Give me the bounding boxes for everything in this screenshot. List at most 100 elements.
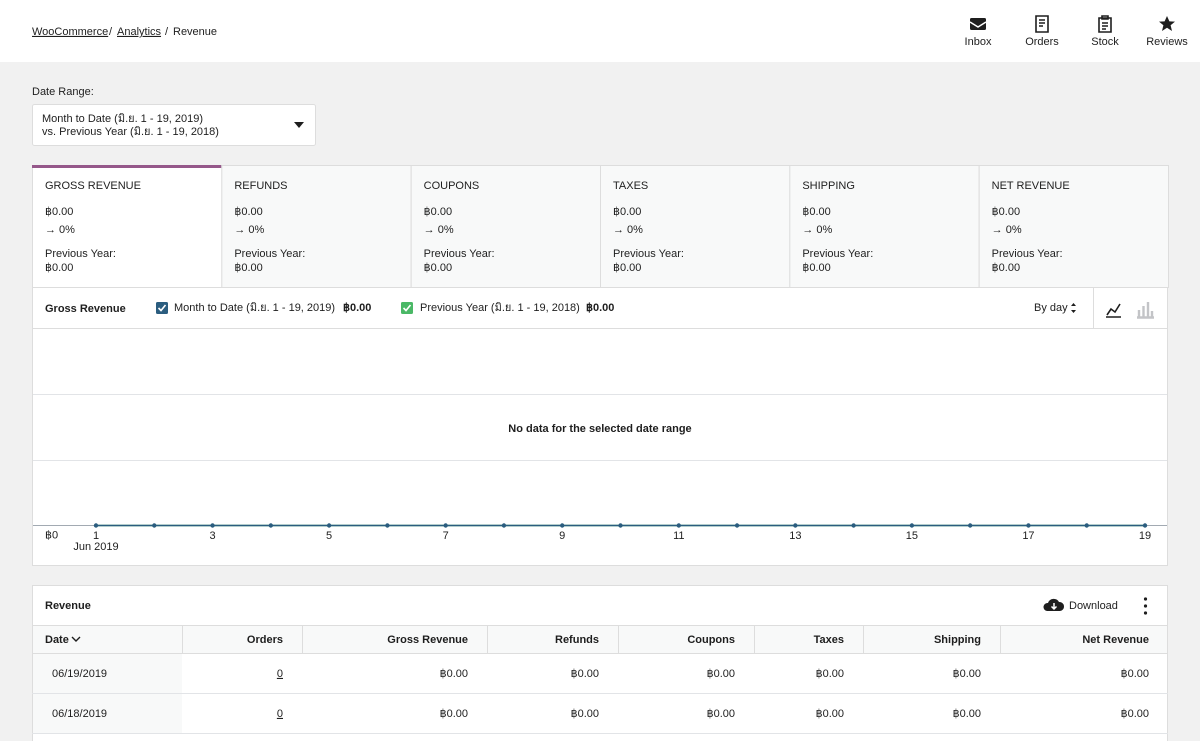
interval-select[interactable]: By day	[1034, 302, 1068, 314]
summary-delta: → 0%	[424, 224, 454, 236]
series-point	[851, 523, 856, 528]
sort-chevron	[71, 636, 81, 642]
summary-cell[interactable]	[221, 165, 412, 288]
column-header[interactable]: Refunds	[555, 634, 599, 646]
series-point	[210, 523, 215, 528]
download-arrow	[1050, 603, 1058, 611]
column-header[interactable]: Taxes	[814, 634, 844, 646]
header-action-label[interactable]: Orders	[1025, 36, 1059, 48]
x-tick-label: 9	[559, 530, 565, 542]
date-cell: 06/19/2019	[52, 668, 107, 680]
amount-cell: ฿0.00	[1121, 668, 1149, 680]
date-range-select[interactable]	[32, 104, 316, 146]
amount-cell: ฿0.00	[571, 708, 599, 720]
icon	[1098, 15, 1112, 33]
summary-previous-value: ฿0.00	[613, 262, 641, 274]
series-point	[734, 523, 740, 528]
summary-previous-label: Previous Year:	[992, 248, 1063, 260]
breadcrumb-item[interactable]: WooCommerce	[32, 26, 108, 38]
interval-arrows	[1071, 303, 1076, 313]
table-panel	[32, 585, 1168, 741]
summary-value: ฿0.00	[234, 206, 262, 218]
dropdown-arrow	[294, 122, 304, 128]
x-tick-label: 11	[673, 530, 684, 542]
checkmark	[157, 304, 167, 312]
column-header[interactable]: Coupons	[687, 634, 735, 646]
date-range-primary: Month to Date (มิ.ย. 1 - 19, 2019)	[42, 113, 203, 125]
series-point	[560, 523, 565, 528]
orders-link[interactable]: 0	[277, 708, 283, 720]
x-sublabel: Jun 2019	[73, 541, 118, 553]
header-action-label[interactable]: Stock	[1091, 36, 1119, 48]
x-tick-label: 13	[789, 530, 801, 542]
summary-delta: → 0%	[45, 224, 75, 236]
series-point	[93, 523, 99, 528]
column-header[interactable]: Date	[45, 634, 69, 646]
summary-value: ฿0.00	[424, 206, 452, 218]
summary-title: REFUNDS	[234, 180, 287, 192]
series-point	[501, 523, 507, 528]
series-point	[1142, 523, 1148, 528]
series-point	[967, 523, 973, 528]
summary-title: NET REVENUE	[992, 180, 1070, 192]
legend-label[interactable]: Previous Year (มิ.ย. 1 - 19, 2018)	[420, 302, 580, 314]
x-tick-label: 1	[93, 530, 99, 542]
more-menu-dot[interactable]	[1143, 597, 1148, 601]
column-header[interactable]: Net Revenue	[1082, 634, 1149, 646]
summary-previous-label: Previous Year:	[424, 248, 495, 260]
x-tick-label: 3	[209, 530, 215, 542]
breadcrumb-item: Revenue	[173, 26, 217, 38]
amount-cell: ฿0.00	[816, 708, 844, 720]
download-button[interactable]: Download	[1069, 600, 1118, 612]
x-tick-label: 17	[1022, 530, 1034, 542]
series-point	[152, 523, 157, 528]
chart-empty-message: No data for the selected date range	[508, 423, 691, 435]
summary-delta: → 0%	[234, 224, 264, 236]
legend-total: ฿0.00	[586, 302, 614, 314]
summary-cell[interactable]	[789, 165, 980, 288]
date-range-label: Date Range:	[32, 86, 94, 98]
orders-link[interactable]: 0	[277, 668, 283, 680]
more-menu-dot[interactable]	[1143, 611, 1148, 615]
amount-cell: ฿0.00	[440, 668, 468, 680]
legend-checkbox[interactable]	[156, 302, 168, 314]
amount-cell: ฿0.00	[707, 708, 735, 720]
icon	[1035, 15, 1049, 33]
summary-title: TAXES	[613, 180, 648, 192]
column-header[interactable]: Orders	[247, 634, 283, 646]
amount-cell: ฿0.00	[953, 708, 981, 720]
line-chart-toggle[interactable]	[1106, 303, 1121, 318]
header-action-icon[interactable]	[1159, 16, 1175, 31]
y-tick-label: ฿0	[45, 529, 58, 541]
series-point	[443, 523, 448, 528]
legend-label[interactable]: Month to Date (มิ.ย. 1 - 19, 2019)	[174, 302, 335, 314]
column-header[interactable]: Gross Revenue	[387, 634, 468, 646]
series-point	[1084, 523, 1089, 528]
summary-value: ฿0.00	[802, 206, 830, 218]
x-tick-label: 15	[906, 530, 918, 542]
header-action-icon[interactable]	[969, 18, 987, 30]
checkmark	[402, 304, 412, 312]
summary-previous-label: Previous Year:	[802, 248, 873, 260]
legend-checkbox[interactable]	[401, 302, 413, 314]
amount-cell: ฿0.00	[571, 668, 599, 680]
column-header[interactable]: Shipping	[934, 634, 981, 646]
header-action-icon[interactable]	[1035, 15, 1049, 33]
more-menu-dot[interactable]	[1143, 604, 1148, 608]
header-action-label[interactable]: Reviews	[1146, 36, 1188, 48]
breadcrumb-item[interactable]: Analytics	[117, 26, 162, 38]
summary-cell[interactable]	[600, 165, 791, 288]
top-bar	[0, 0, 1200, 62]
header-action-icon[interactable]	[1098, 15, 1112, 33]
x-tick-label: 19	[1139, 530, 1151, 542]
header-action-label[interactable]: Inbox	[965, 36, 992, 48]
summary-previous-label: Previous Year:	[613, 248, 684, 260]
summary-delta: → 0%	[992, 224, 1022, 236]
summary-cell[interactable]	[978, 165, 1170, 288]
breadcrumb-separator: /	[109, 26, 113, 38]
summary-previous-value: ฿0.00	[45, 262, 73, 274]
bar-chart-toggle[interactable]	[1137, 302, 1154, 319]
summary-cell[interactable]	[410, 165, 601, 288]
series-point	[676, 523, 681, 528]
summary-title: COUPONS	[424, 180, 480, 192]
